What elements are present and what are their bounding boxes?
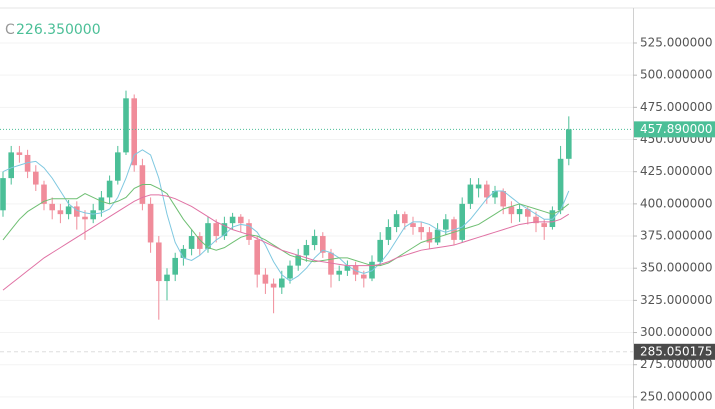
candle-body	[262, 274, 269, 284]
candle-body	[33, 171, 39, 185]
candle-body	[393, 214, 400, 228]
candle-body	[24, 154, 31, 172]
candle-body	[533, 216, 539, 224]
moving-average-line	[2, 149, 570, 282]
candle-body	[385, 227, 392, 240]
candle-body	[320, 236, 326, 253]
candle-body	[197, 236, 203, 249]
candle-body	[41, 184, 47, 204]
plot	[0, 90, 572, 320]
candle-body	[57, 210, 64, 215]
candle-body	[484, 184, 490, 198]
candle-body	[229, 216, 236, 224]
header-label: C	[5, 22, 15, 38]
candle-body	[65, 206, 72, 215]
candle-body	[541, 223, 547, 228]
candle-body	[475, 184, 482, 189]
candle-body	[410, 223, 416, 228]
candle-body	[131, 98, 137, 166]
candle-body	[443, 219, 449, 230]
y-tick-label: 475.000000	[640, 100, 713, 114]
y-tick-label: 425.000000	[640, 164, 713, 178]
moving-average-line	[2, 184, 570, 267]
candle-body	[238, 216, 244, 224]
y-tick-label: 500.000000	[640, 68, 713, 82]
candle-body	[525, 209, 531, 217]
candle-body	[156, 242, 162, 282]
candle-body	[566, 129, 572, 159]
candle-body	[361, 274, 367, 279]
candle-body	[279, 278, 285, 288]
candle-body	[0, 178, 6, 211]
candle-body	[106, 180, 113, 198]
marker-line-label: 285.050175	[640, 344, 713, 358]
candle-body	[500, 190, 506, 207]
candle-body	[303, 245, 310, 256]
candle-body	[213, 223, 219, 237]
candle-body	[516, 209, 523, 215]
candle-body	[188, 236, 195, 249]
candle-body	[426, 232, 433, 243]
candle-body	[205, 223, 211, 249]
candle-body	[336, 270, 342, 275]
candle-body	[49, 203, 55, 211]
candle-body	[90, 210, 96, 220]
y-tick-label: 325.000000	[640, 293, 713, 307]
candle-body	[123, 98, 129, 153]
candle-body	[74, 206, 80, 217]
marker-line-box	[634, 343, 715, 360]
candle-body	[508, 206, 515, 215]
candle-body	[221, 223, 228, 237]
candle-body	[352, 265, 359, 275]
candle-body	[557, 158, 564, 211]
candle-body	[254, 239, 260, 275]
y-tick-label: 525.000000	[640, 35, 713, 49]
candle-body	[82, 216, 88, 220]
candle-body	[98, 197, 105, 211]
header-value: 226.350000	[16, 22, 101, 38]
candle-body	[344, 265, 351, 271]
candle-body	[467, 184, 474, 204]
candle-body	[8, 152, 14, 179]
y-tick-label: 350.000000	[640, 261, 713, 275]
y-tick-label: 375.000000	[640, 229, 713, 243]
y-tick-label: 250.000000	[640, 389, 713, 403]
grid	[0, 42, 633, 398]
candle-body	[328, 252, 334, 275]
candle-body	[459, 203, 465, 240]
candle-body	[147, 203, 154, 243]
y-tick-label: 400.000000	[640, 196, 713, 210]
candle-body	[270, 283, 277, 288]
y-tick-label: 300.000000	[640, 325, 713, 339]
candle-body	[418, 227, 424, 233]
candle-body	[434, 229, 441, 243]
candle-body	[16, 152, 23, 155]
moving-average-line	[2, 194, 570, 291]
candle-body	[492, 190, 498, 198]
candle-body	[287, 265, 293, 279]
candle-body	[180, 248, 187, 258]
candle-body	[172, 257, 178, 275]
candle-body	[115, 152, 121, 181]
last-price-box	[634, 121, 715, 138]
candle-body	[246, 223, 252, 240]
y-tick-label: 275.000000	[640, 357, 713, 371]
candle-body	[311, 236, 318, 246]
candle-body	[402, 214, 408, 224]
last-price-label: 457.890000	[640, 122, 713, 136]
candle-body	[295, 255, 301, 266]
candle-body	[377, 239, 383, 262]
candle-body	[164, 274, 170, 282]
